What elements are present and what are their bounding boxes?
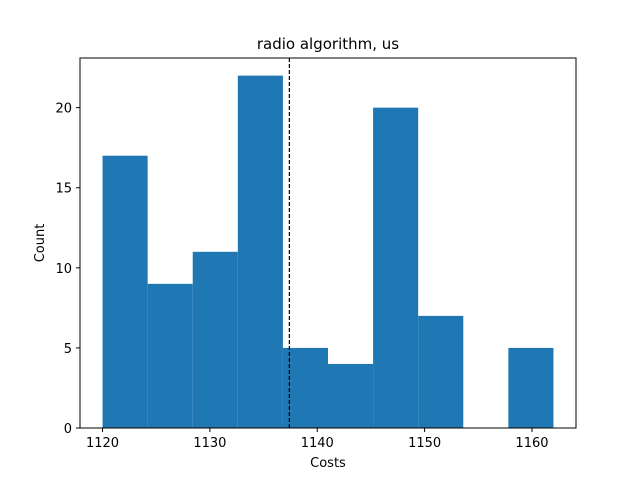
histogram-bar <box>192 251 238 428</box>
y-ticks-group: 0 5 10 15 20 <box>55 102 80 437</box>
histogram-bar <box>418 315 464 428</box>
bars-group <box>102 75 554 428</box>
histogram-bar <box>237 75 283 428</box>
histogram-bar <box>147 283 193 428</box>
y-tick-label: 10 <box>55 262 72 277</box>
y-tick-label: 5 <box>64 342 72 357</box>
histogram-bar <box>373 107 419 428</box>
y-tick-label: 0 <box>64 422 72 437</box>
x-tick-label: 1130 <box>193 436 226 451</box>
x-tick-label: 1160 <box>515 436 548 451</box>
chart-title: radio algorithm, us <box>257 35 399 53</box>
histogram-bar <box>328 363 374 428</box>
y-tick-label: 20 <box>55 102 72 117</box>
y-tick-label: 15 <box>55 182 72 197</box>
histogram-bar <box>102 155 148 428</box>
histogram-bar <box>508 347 554 428</box>
x-tick-label: 1150 <box>408 436 441 451</box>
x-axis-label: Costs <box>310 456 346 471</box>
plot-frame <box>79 57 577 429</box>
x-ticks-group: 1120 1130 1140 1150 1160 <box>86 428 549 451</box>
x-tick-label: 1120 <box>86 436 119 451</box>
y-axis-label: Count <box>33 224 48 263</box>
x-tick-label: 1140 <box>301 436 334 451</box>
histogram-bar <box>282 347 328 428</box>
